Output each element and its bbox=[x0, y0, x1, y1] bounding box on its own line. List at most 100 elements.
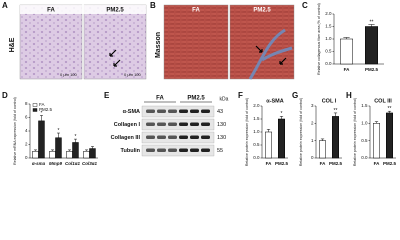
error-bar bbox=[73, 138, 77, 143]
blot-band bbox=[190, 148, 199, 152]
x-tick-label: PM2.5 bbox=[275, 161, 289, 166]
blot-band bbox=[146, 135, 155, 139]
micrograph bbox=[229, 4, 295, 80]
y-axis-label: Relative protein expression (fold of con… bbox=[353, 98, 357, 166]
x-tick-label: PM2.5 bbox=[365, 67, 379, 72]
y-tick-label: 0.5 bbox=[253, 142, 260, 147]
blot-band bbox=[146, 122, 155, 126]
panel-letter: E bbox=[104, 91, 110, 100]
bar bbox=[66, 151, 73, 159]
panel-header: FA bbox=[192, 8, 200, 14]
chart-title: COL I bbox=[322, 98, 337, 104]
y-tick-label: 2 bbox=[25, 142, 28, 147]
y-axis-label: Relative protein expression (fold of con… bbox=[299, 98, 303, 166]
blot-band bbox=[179, 148, 188, 152]
kda-label: 43 bbox=[217, 109, 223, 115]
y-tick-label: 1.5 bbox=[361, 103, 368, 108]
blot-band bbox=[201, 148, 210, 152]
x-tick-label: FA bbox=[320, 161, 327, 166]
error-bar bbox=[333, 112, 338, 117]
error-bar bbox=[34, 149, 38, 152]
bar bbox=[265, 131, 272, 159]
micrograph bbox=[19, 4, 83, 80]
x-tick-label: FA bbox=[266, 161, 273, 166]
y-tick-label: 2.0 bbox=[325, 11, 332, 16]
bar bbox=[340, 38, 353, 65]
row-label: Collagen I bbox=[114, 122, 141, 128]
y-tick-label: 1.5 bbox=[325, 24, 332, 29]
blot-band bbox=[157, 109, 166, 113]
error-bar bbox=[279, 116, 284, 119]
y-tick-label: 0.0 bbox=[253, 155, 260, 160]
error-bar bbox=[85, 149, 89, 152]
group-label: PM2.5 bbox=[187, 96, 205, 102]
bar bbox=[278, 118, 285, 159]
blot-strip bbox=[141, 131, 215, 144]
bar bbox=[319, 140, 326, 159]
bar bbox=[83, 151, 90, 159]
significance: * bbox=[57, 128, 59, 134]
legend-label: PM2.5 bbox=[39, 107, 53, 112]
error-bar bbox=[368, 24, 375, 27]
x-tick-label: Col3α1 bbox=[82, 161, 98, 166]
bar bbox=[49, 151, 56, 159]
panel-header: PM2.5 bbox=[106, 8, 124, 14]
y-tick-label: 0.5 bbox=[325, 49, 332, 54]
x-tick-label: FA bbox=[374, 161, 381, 166]
panel-header: FA bbox=[47, 8, 55, 14]
panel-letter: G bbox=[292, 91, 298, 100]
panel-letter: C bbox=[302, 1, 308, 10]
blot-strip bbox=[141, 105, 215, 118]
significance: * bbox=[281, 111, 283, 117]
blot-band bbox=[179, 135, 188, 139]
bar bbox=[365, 26, 378, 65]
bar bbox=[55, 137, 62, 159]
blot-band bbox=[157, 148, 166, 152]
bar bbox=[373, 123, 380, 159]
panel-letter: A bbox=[2, 1, 8, 10]
page: A H&E FA PM2.5 0 μm 100 0 μm 100 B Masso… bbox=[2, 1, 397, 167]
kda-label: 130 bbox=[217, 135, 226, 141]
header-strip bbox=[20, 5, 146, 14]
significance: ** bbox=[388, 106, 392, 112]
row-label: α-SMA bbox=[123, 109, 140, 115]
legend-swatch bbox=[32, 108, 38, 112]
bar bbox=[332, 116, 339, 159]
y-tick-label: 0.5 bbox=[361, 138, 368, 143]
blot-band bbox=[190, 122, 199, 126]
figure: A H&E FA PM2.5 0 μm 100 0 μm 100 B Masso… bbox=[2, 1, 396, 166]
unit-label: kDa bbox=[220, 96, 229, 102]
blot-band bbox=[201, 109, 210, 113]
blot-band bbox=[168, 148, 177, 152]
group-label: FA bbox=[156, 96, 164, 102]
blot-band bbox=[201, 135, 210, 139]
x-tick-label: FA bbox=[344, 67, 351, 72]
panel-header: PM2.5 bbox=[253, 8, 271, 14]
row-label: Tubulin bbox=[121, 148, 141, 154]
y-tick-label: 0.0 bbox=[361, 155, 368, 160]
x-tick-label: PM2.5 bbox=[329, 161, 343, 166]
error-bar bbox=[320, 138, 325, 141]
significance: * bbox=[74, 134, 76, 140]
blot-band bbox=[168, 122, 177, 126]
row-label: Collagen III bbox=[111, 135, 141, 141]
y-tick-label: 2 bbox=[311, 121, 314, 126]
stain-label: H&E bbox=[9, 37, 16, 52]
significance: ** bbox=[370, 19, 374, 25]
blot-band bbox=[157, 135, 166, 139]
bar bbox=[32, 151, 39, 159]
blot-band bbox=[179, 109, 188, 113]
y-axis-label: Relative mRNA expression (fold of contro… bbox=[13, 97, 17, 165]
bar bbox=[38, 120, 45, 159]
y-tick-label: 0 bbox=[25, 155, 28, 160]
error-bar bbox=[51, 149, 55, 152]
kda-label: 130 bbox=[217, 122, 226, 128]
panel-letter: B bbox=[150, 1, 156, 10]
bar bbox=[386, 112, 393, 159]
error-bar bbox=[374, 121, 379, 124]
blot-band bbox=[146, 148, 155, 152]
error-bar bbox=[68, 149, 72, 152]
blot-band bbox=[190, 135, 199, 139]
y-tick-label: 1 bbox=[311, 138, 314, 143]
panel-letter: D bbox=[2, 91, 8, 100]
